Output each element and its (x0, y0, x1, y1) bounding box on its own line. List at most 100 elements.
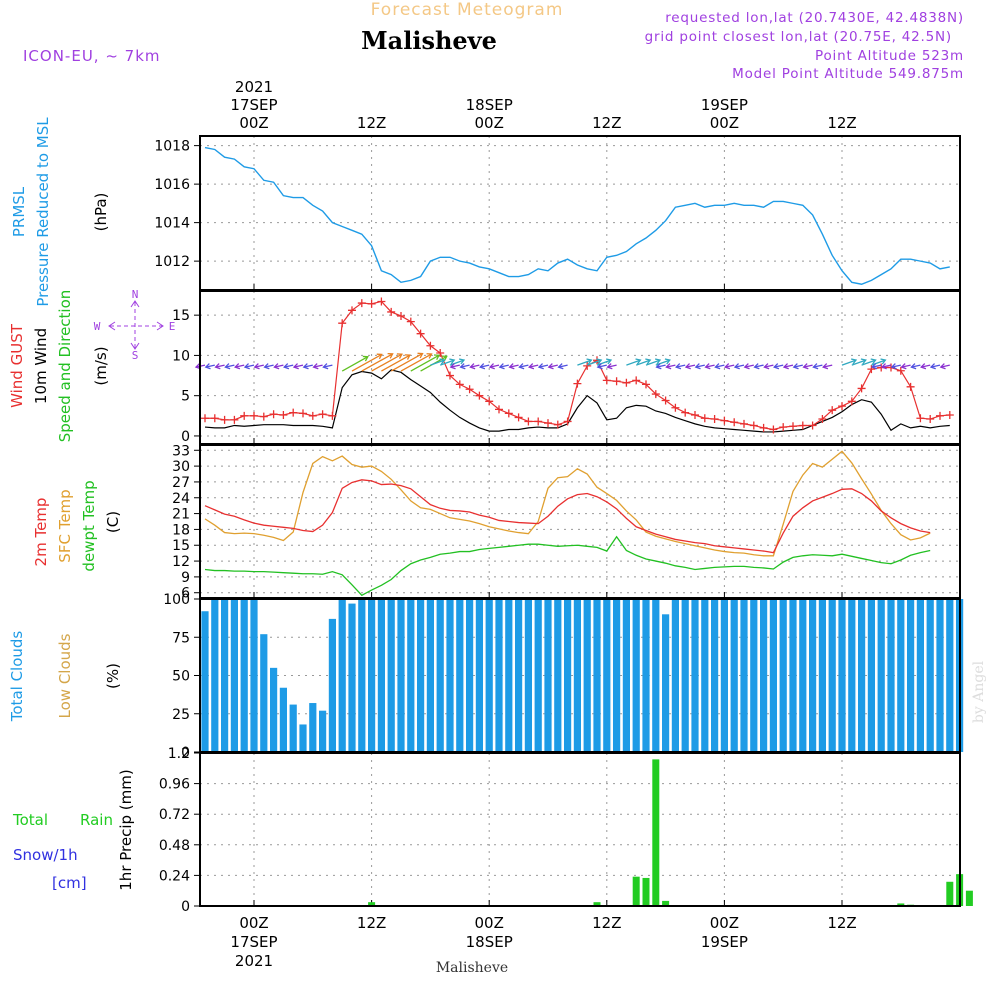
wind-arrow (851, 359, 867, 366)
wind-arrow-head (655, 363, 662, 370)
top-hour-label: 12Z (357, 114, 386, 132)
wind-arrow-head (224, 363, 231, 370)
wind-arrow-head (312, 363, 319, 370)
total-cloud-bar (926, 599, 934, 752)
precip-total-label: Total (12, 811, 48, 829)
wind-arrow (813, 364, 823, 368)
wind-arrow-head (822, 363, 829, 370)
gust-marker (671, 403, 680, 412)
wind-arrow-head (498, 363, 505, 370)
wind-arrow (244, 364, 255, 368)
gust-marker (710, 415, 719, 424)
temp-labels: 2m Temp SFC Temp dewpt Temp (C) (32, 480, 122, 571)
gust-marker (730, 418, 739, 427)
wind-arrow-head (645, 358, 652, 365)
total-cloud-bar (505, 599, 513, 752)
wind-arrow-head (404, 354, 411, 360)
gust-marker (299, 409, 307, 418)
wind-arrow (264, 364, 274, 368)
plot-layer: 1012101410161018051015691215182124273033… (154, 135, 973, 951)
gust-marker (436, 349, 445, 358)
temperature-frame (199, 444, 961, 599)
total-cloud-bar (417, 599, 425, 752)
total-cloud-bar (720, 599, 728, 752)
wind-arrow-head (214, 363, 221, 370)
precipitation-frame (199, 752, 961, 907)
total-cloud-bar (799, 599, 807, 752)
gust-marker (348, 306, 356, 315)
wind-arrow-head (426, 353, 433, 359)
wind-arrow (940, 364, 950, 368)
total-cloud-bar (250, 599, 258, 752)
total-cloud-bar (916, 599, 924, 752)
wind-arrow-head (458, 358, 466, 365)
gust-marker (318, 410, 327, 419)
gust-marker (769, 425, 778, 434)
wind-arrow (225, 364, 235, 368)
wind-arrow (390, 353, 423, 372)
wind-arrow-head (763, 363, 770, 370)
wind-arrow-head (479, 363, 486, 370)
wind10-label: 10m Wind (32, 328, 50, 404)
total-cloud-bar (711, 599, 719, 752)
gust-marker (779, 423, 788, 432)
total-cloud-bar (838, 599, 846, 752)
gust-marker (798, 421, 807, 430)
total-cloud-bar (348, 603, 356, 752)
watermark: by Angel (971, 660, 987, 723)
wind-arrow (734, 364, 745, 368)
gust-marker (926, 415, 935, 424)
snow-label: Snow/1h (13, 846, 78, 864)
gust-marker (544, 419, 552, 428)
cloud-unit: (%) (104, 663, 122, 689)
wind-arrow (803, 364, 813, 368)
wind-arrow (597, 364, 607, 368)
total-cloud-bar (681, 599, 689, 752)
sfc-label: SFC Temp (56, 489, 74, 562)
wind-arrow-head (929, 363, 936, 370)
wind-arrow-head (773, 363, 780, 370)
gust-marker (475, 391, 484, 400)
top-hour-label: 12Z (827, 114, 856, 132)
wind-arrow-head (322, 363, 329, 370)
gust-marker (230, 415, 239, 424)
gust-marker (387, 307, 396, 316)
wind-arrow (705, 364, 715, 368)
total-cloud-bar (221, 599, 229, 752)
total-cloud-bar (524, 599, 532, 752)
gust-line (205, 300, 950, 431)
model-altitude: Model Point Altitude 549.875m (732, 66, 964, 82)
rain-bar (632, 876, 640, 906)
bottom-year-label: 2021 (235, 952, 273, 970)
y-tick-label: 12 (172, 554, 190, 570)
wind-arrow-head (675, 363, 682, 370)
total-cloud-bar (554, 599, 562, 752)
wind-arrow (215, 364, 225, 368)
total-cloud-bar (642, 599, 650, 752)
total-cloud-bar (407, 599, 415, 752)
wind-arrow (891, 364, 901, 368)
total-cloud-bar (877, 599, 885, 752)
gust-marker (201, 414, 209, 423)
gust-marker (279, 411, 288, 420)
pressure-line (204, 146, 950, 285)
wind-arrow (861, 359, 876, 366)
total-cloud-bar (779, 599, 787, 752)
dewpt-line (204, 535, 931, 597)
wind-arrow-head (606, 363, 613, 370)
wind-arrow-head (684, 363, 691, 370)
gust-marker (495, 405, 503, 414)
total-cloud-bar (485, 599, 493, 752)
gust-marker (220, 415, 229, 424)
wind-arrow (577, 359, 592, 366)
total-cloud-bar (867, 599, 875, 752)
wind-arrow (548, 364, 558, 368)
bottom-hour-label: 12Z (827, 914, 856, 932)
top-date-label: 19SEP (701, 96, 748, 114)
total-cloud-bar (260, 634, 268, 752)
wind-arrow-head (292, 363, 299, 370)
gust-marker (847, 397, 856, 406)
rain-bar (897, 903, 905, 906)
grid-point-coords: grid point closest lon,lat (20.75E, 42.5… (645, 29, 952, 45)
